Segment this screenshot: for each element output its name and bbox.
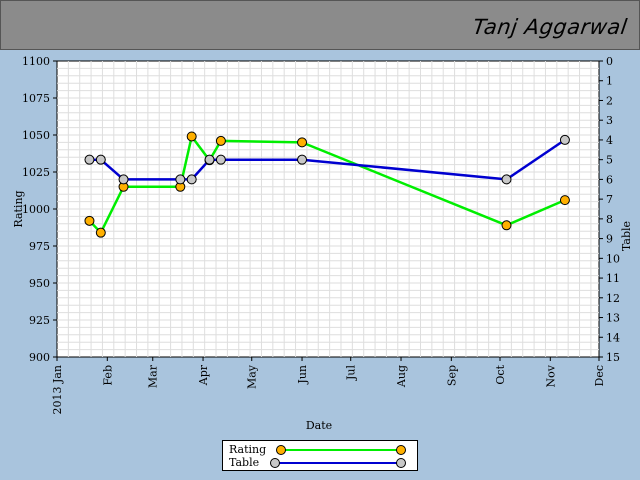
- data-point-table: [204, 154, 215, 165]
- left-axis: 900 925 950 975 1000 1025 1050 1075 1100: [22, 55, 57, 364]
- data-point-rating: [559, 195, 570, 206]
- x-tick-label: May: [246, 364, 259, 389]
- legend-marker-rating: [276, 445, 286, 455]
- y2-tick-label: 11: [606, 272, 620, 285]
- y2-tick-label: 2: [606, 94, 613, 107]
- y2-tick-label: 13: [606, 312, 620, 325]
- y-tick-label: 1025: [22, 166, 50, 179]
- x-tick-label: Apr: [197, 364, 210, 386]
- data-point-table: [186, 174, 197, 185]
- x-tick-label: Jun: [296, 365, 309, 385]
- x-tick-label: Jul: [345, 365, 358, 381]
- y-tick-label: 1000: [22, 203, 50, 216]
- y-tick-label: 1075: [22, 92, 50, 105]
- y2-tick-label: 0: [606, 55, 613, 68]
- y-tick-label: 1100: [22, 55, 50, 68]
- data-point-table: [95, 154, 106, 165]
- y-tick-label: 900: [29, 351, 50, 364]
- x-axis-label: Date: [306, 419, 332, 432]
- y2-tick-label: 3: [606, 114, 613, 127]
- data-point-rating: [84, 215, 95, 226]
- y2-tick-label: 4: [606, 134, 613, 147]
- y2-axis-label: Table: [620, 221, 633, 251]
- series-layer: [84, 131, 570, 238]
- y2-tick-label: 6: [606, 173, 613, 186]
- data-point-rating: [501, 220, 512, 231]
- y2-tick-label: 9: [606, 233, 613, 246]
- legend-item-rating: Rating: [223, 443, 417, 457]
- y-tick-label: 975: [29, 240, 50, 253]
- data-point-rating: [186, 131, 197, 142]
- legend-label-rating: Rating: [229, 443, 267, 456]
- x-axis: 2013 Jan Feb Mar Apr May Jun Jul Aug Sep Oct Nov De…: [51, 357, 606, 415]
- data-point-table: [84, 154, 95, 165]
- legend-marker-table: [270, 458, 280, 468]
- data-point-table: [501, 174, 512, 185]
- data-point-rating: [215, 135, 226, 146]
- data-point-rating: [297, 137, 308, 148]
- legend-marker-table: [396, 458, 406, 468]
- y2-tick-label: 7: [606, 193, 613, 206]
- legend-label-table: Table: [229, 456, 260, 469]
- player-name: Tanj Aggarwal: [471, 15, 629, 39]
- y-tick-label: 1050: [22, 129, 50, 142]
- y2-tick-label: 15: [606, 351, 620, 364]
- y2-tick-label: 10: [606, 252, 620, 265]
- data-point-table: [559, 134, 570, 145]
- x-tick-label: 2013 Jan: [51, 365, 64, 415]
- series-line-rating: [88, 135, 566, 234]
- legend-marker-rating: [396, 445, 406, 455]
- x-tick-label: Nov: [544, 364, 557, 387]
- x-tick-label: Oct: [494, 364, 507, 384]
- legend-item-table: Table: [223, 456, 417, 470]
- x-tick-label: Feb: [101, 365, 114, 386]
- legend: Rating Table: [222, 440, 418, 471]
- x-tick-label: Dec: [593, 365, 606, 387]
- y-tick-label: 925: [29, 314, 50, 327]
- y-tick-label: 950: [29, 277, 50, 290]
- data-point-table: [297, 154, 308, 165]
- y2-tick-label: 5: [606, 154, 613, 167]
- data-point-table: [118, 174, 129, 185]
- y2-tick-label: 8: [606, 213, 613, 226]
- series-line-table: [89, 138, 566, 181]
- x-tick-label: Aug: [395, 365, 408, 388]
- y-axis-label: Rating: [12, 190, 25, 227]
- data-point-table: [175, 174, 186, 185]
- data-point-table: [215, 154, 226, 165]
- x-tick-label: Sep: [445, 365, 458, 386]
- data-point-rating: [95, 227, 106, 238]
- x-tick-label: Mar: [147, 364, 160, 388]
- grid: [57, 61, 599, 357]
- y2-tick-label: 12: [606, 292, 620, 305]
- chart-header: Tanj Aggarwal: [0, 0, 640, 50]
- y2-tick-label: 14: [606, 331, 620, 344]
- y2-tick-label: 1: [606, 75, 613, 88]
